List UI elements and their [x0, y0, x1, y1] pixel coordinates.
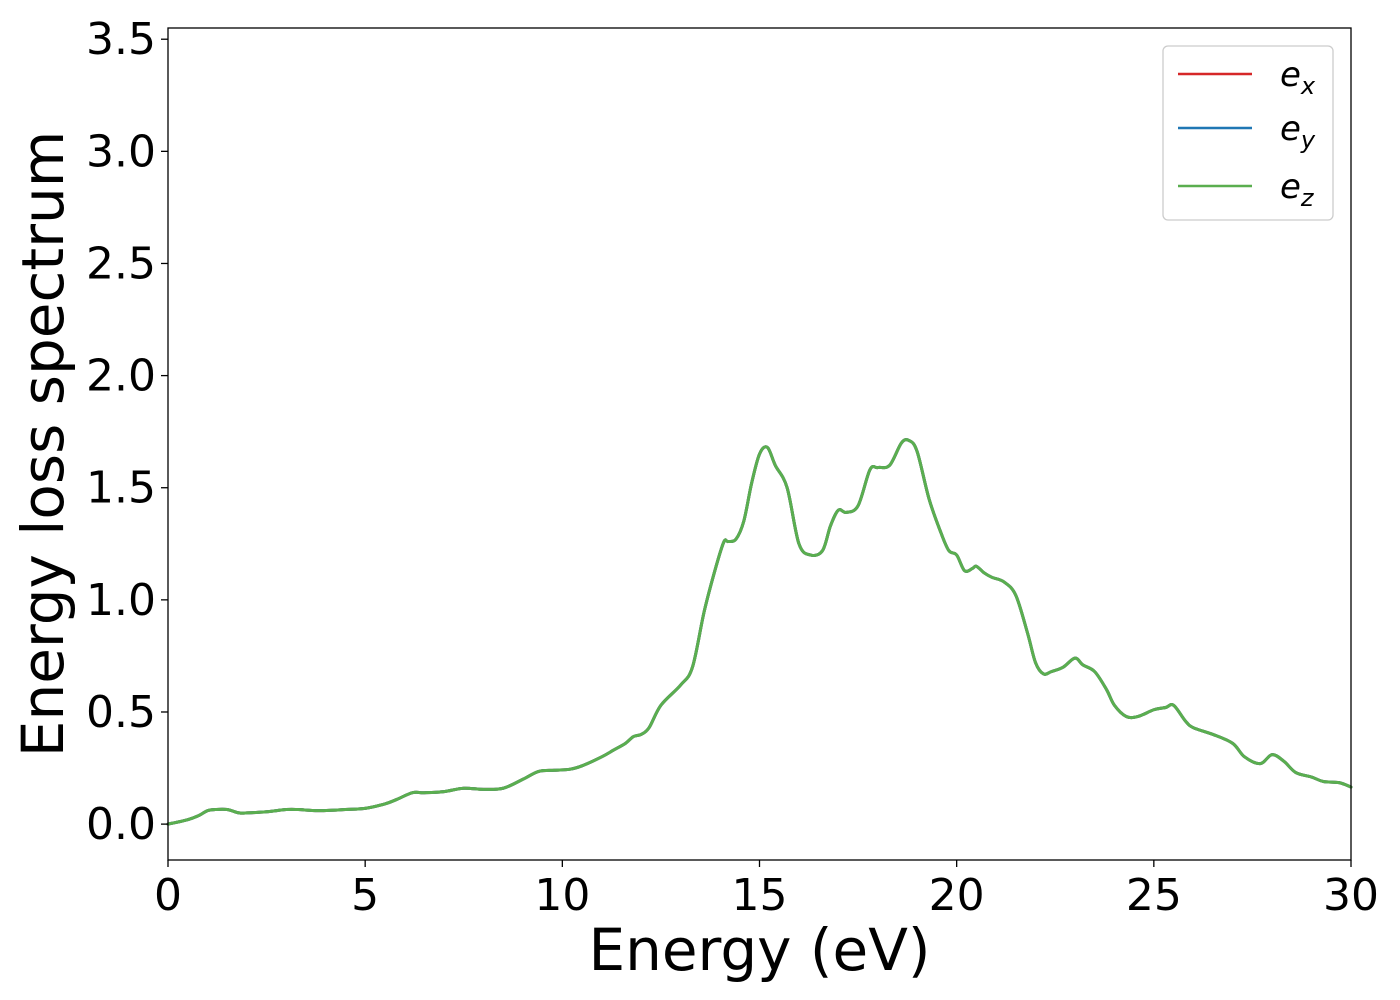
x-tick-label: 20	[929, 870, 985, 921]
legend-label-ex: ex	[1280, 55, 1316, 100]
y-tick-label: 0.0	[86, 799, 156, 850]
y-tick-label: 2.5	[86, 238, 156, 289]
x-tick-label: 0	[154, 870, 182, 921]
x-tick-label: 25	[1126, 870, 1182, 921]
legend-label-ez: ez	[1280, 167, 1315, 212]
y-tick-label: 2.0	[86, 351, 156, 402]
x-tick-label: 10	[534, 870, 590, 921]
x-axis: 0 5 10 15 20 25 30	[154, 860, 1379, 921]
legend: ex ey ez	[1162, 45, 1334, 221]
y-tick-label: 3.5	[86, 14, 156, 65]
y-tick-label: 1.5	[86, 463, 156, 514]
y-axis: 0.0 0.5 1.0 1.5 2.0 2.5 3.0 3.5	[86, 14, 168, 850]
y-tick-label: 0.5	[86, 687, 156, 738]
y-tick-label: 3.0	[86, 126, 156, 177]
series-layer	[166, 438, 1353, 826]
x-tick-label: 5	[351, 870, 379, 921]
x-axis-title: Energy (eV)	[588, 916, 930, 984]
legend-label-ey: ey	[1280, 109, 1316, 154]
y-axis-title: Energy loss spectrum	[9, 131, 77, 757]
x-tick-label: 30	[1323, 870, 1379, 921]
x-tick-label: 15	[732, 870, 788, 921]
series-line-ez	[166, 438, 1353, 826]
y-tick-label: 1.0	[86, 575, 156, 626]
legend-box	[1162, 45, 1334, 221]
